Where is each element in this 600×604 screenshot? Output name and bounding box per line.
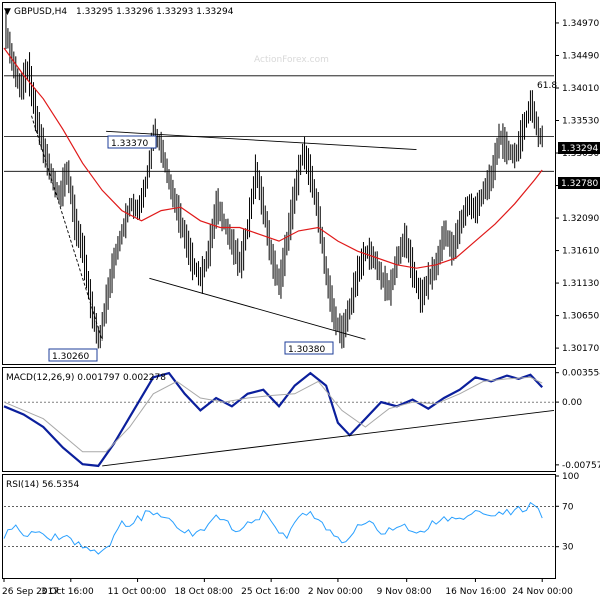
macd-layer bbox=[3, 371, 555, 468]
time-label: 18 Oct 08:00 bbox=[174, 587, 233, 597]
rsi-tick-label: 70 bbox=[562, 502, 574, 512]
time-label: 16 Nov 16:00 bbox=[445, 587, 506, 597]
rsi-panel-frame bbox=[2, 474, 556, 579]
macd-title: MACD(12,26,9) 0.001797 0.002278 bbox=[6, 373, 166, 383]
price-layer bbox=[3, 8, 554, 349]
price-tick-label: 1.31610 bbox=[562, 247, 599, 257]
rsi-layer bbox=[3, 501, 554, 555]
watermark: ActionForex.com bbox=[254, 55, 329, 65]
moving-average-line bbox=[3, 47, 543, 269]
rsi-line bbox=[3, 501, 543, 555]
signal-line bbox=[3, 376, 543, 453]
current-price-label: 1.33294 bbox=[561, 144, 598, 154]
macd-axis: 0.003554 0.00 -0.007579 bbox=[555, 369, 600, 471]
time-label: 25 Oct 16:00 bbox=[241, 587, 300, 597]
fib-level-label: 61.8 bbox=[537, 81, 557, 91]
trendline bbox=[106, 130, 417, 151]
price-tick-label: 1.31130 bbox=[562, 279, 599, 289]
price-tick-label: 1.30170 bbox=[562, 344, 599, 354]
rsi-title: RSI(14) 56.5354 bbox=[6, 480, 79, 490]
macd-line bbox=[3, 371, 543, 468]
price-tick-label: 1.34010 bbox=[562, 84, 599, 94]
current-price-tag: 1.33294 bbox=[558, 142, 600, 154]
price-tick-label: 1.30650 bbox=[562, 312, 599, 322]
macd-panel-frame bbox=[2, 367, 556, 472]
annotation-low-1-label: 1.30260 bbox=[52, 352, 89, 362]
macd-tick-label: -0.007579 bbox=[562, 461, 600, 471]
price-panel-frame bbox=[2, 2, 556, 365]
annotation-low-2-label: 1.30380 bbox=[288, 345, 325, 355]
header-symbol: GBPUSD,H4 bbox=[14, 7, 67, 17]
macd-tick-label: 0.003554 bbox=[562, 369, 600, 379]
annotation-high: 1.33370 bbox=[107, 135, 157, 149]
trendline bbox=[149, 277, 366, 340]
annotation-low-2: 1.30380 bbox=[284, 341, 334, 355]
time-label: 26 Sep 2017 bbox=[2, 587, 59, 597]
macd-trendline bbox=[102, 409, 555, 467]
annotation-high-label: 1.33370 bbox=[111, 139, 148, 149]
dashed-trendline bbox=[31, 115, 103, 341]
collapse-arrow-icon[interactable]: ▼ bbox=[4, 7, 11, 17]
rsi-tick-label: 30 bbox=[562, 543, 574, 553]
price-tick-label: 1.34970 bbox=[562, 19, 599, 29]
price-tick-label: 1.32090 bbox=[562, 214, 599, 224]
price-tick-label: 1.33050 bbox=[562, 149, 599, 159]
time-label: 2 Nov 00:00 bbox=[308, 587, 363, 597]
price-tick-label: 1.34490 bbox=[562, 51, 599, 61]
time-label: 24 Nov 00:00 bbox=[512, 587, 573, 597]
level-price-tag: 1.32780 bbox=[558, 177, 600, 189]
level-price-label: 1.32780 bbox=[561, 179, 598, 189]
macd-tick-label: 0.00 bbox=[562, 398, 582, 408]
header-ohlc: 1.33295 1.33296 1.33293 1.33294 bbox=[76, 7, 234, 17]
price-tick-label: 1.33530 bbox=[562, 117, 599, 127]
rsi-axis: 100 70 30 bbox=[555, 472, 579, 553]
time-label: 9 Nov 08:00 bbox=[377, 587, 432, 597]
annotation-low-1: 1.30260 bbox=[48, 348, 98, 362]
time-label: 11 Oct 00:00 bbox=[108, 587, 167, 597]
time-label: 3 Oct 16:00 bbox=[41, 587, 94, 597]
rsi-tick-label: 100 bbox=[562, 472, 579, 482]
